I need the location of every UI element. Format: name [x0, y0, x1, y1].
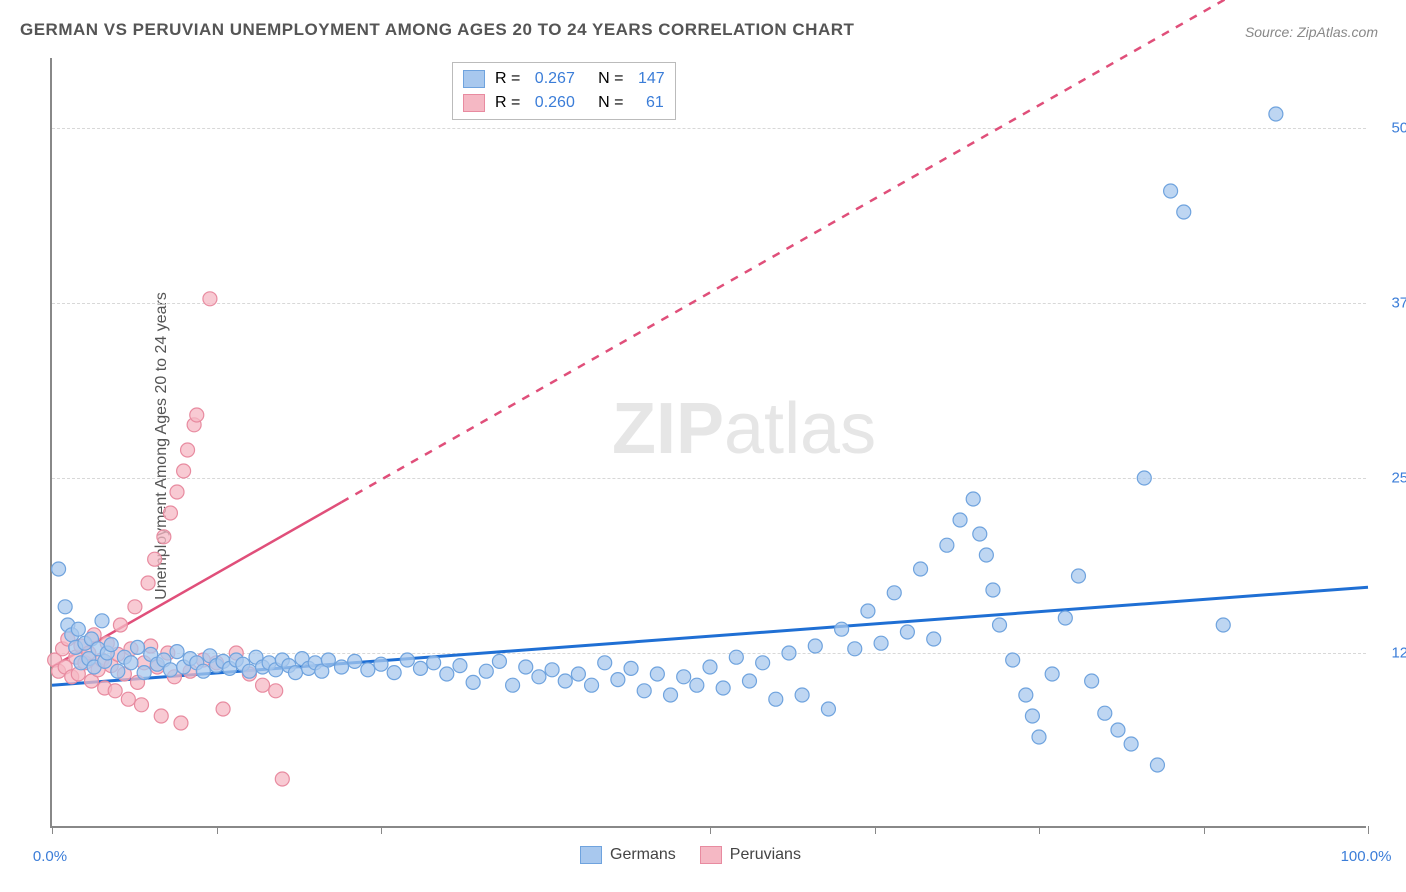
chart-title: GERMAN VS PERUVIAN UNEMPLOYMENT AMONG AG…	[20, 20, 854, 40]
x-min-label: 0.0%	[33, 848, 67, 865]
legend-item-peruvians: Peruvians	[700, 846, 801, 864]
ytick-label: 25.0%	[1391, 470, 1406, 487]
x-max-label: 100.0%	[1341, 848, 1392, 865]
xtick	[710, 826, 711, 834]
legend-swatch-germans	[580, 846, 602, 864]
source-attribution: Source: ZipAtlas.com	[1245, 24, 1378, 40]
n-value-germans: 147	[638, 70, 665, 88]
xtick	[875, 826, 876, 834]
legend-label-peruvians: Peruvians	[730, 846, 801, 864]
r-value-germans: 0.267	[535, 70, 575, 88]
stats-row-peruvians: R = 0.260 N = 61	[463, 91, 665, 115]
ytick-label: 50.0%	[1391, 120, 1406, 137]
chart-svg	[52, 58, 1366, 826]
xtick	[381, 826, 382, 834]
swatch-germans	[463, 70, 485, 88]
n-value-peruvians: 61	[638, 94, 664, 112]
xtick	[52, 826, 53, 834]
legend-swatch-peruvians	[700, 846, 722, 864]
plot-area: ZIPatlas 12.5%25.0%37.5%50.0% R = 0.267 …	[50, 58, 1366, 828]
xtick	[1039, 826, 1040, 834]
legend: Germans Peruvians	[580, 846, 801, 864]
xtick	[217, 826, 218, 834]
swatch-peruvians	[463, 94, 485, 112]
stats-box: R = 0.267 N = 147 R = 0.260 N = 61	[452, 62, 676, 120]
r-value-peruvians: 0.260	[535, 94, 575, 112]
xtick	[1368, 826, 1369, 834]
legend-item-germans: Germans	[580, 846, 676, 864]
ytick-label: 37.5%	[1391, 295, 1406, 312]
xtick	[1204, 826, 1205, 834]
ytick-label: 12.5%	[1391, 645, 1406, 662]
legend-label-germans: Germans	[610, 846, 676, 864]
stats-row-germans: R = 0.267 N = 147	[463, 67, 665, 91]
